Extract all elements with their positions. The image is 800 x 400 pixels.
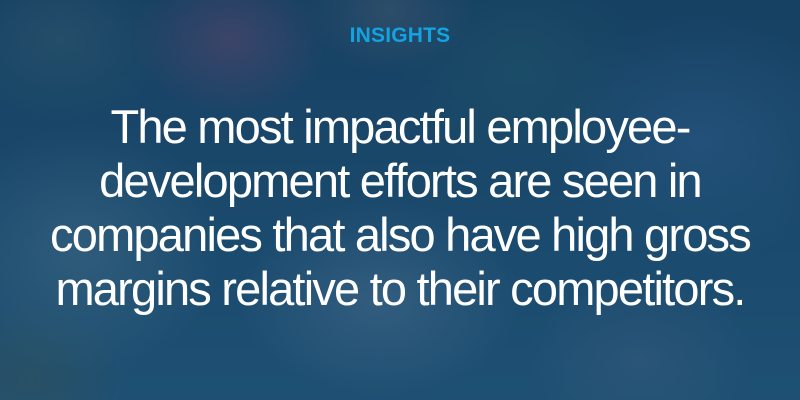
quote-line: The most impactful employee-: [110, 100, 691, 153]
quote-line: companies that also have high gross: [50, 208, 752, 261]
quote-line: development efforts are seen in: [99, 154, 703, 207]
insight-quote: The most impactful employee- development…: [0, 100, 800, 316]
section-label: INSIGHTS: [349, 24, 451, 47]
quote-line: margins relative to their competitors.: [55, 262, 746, 315]
